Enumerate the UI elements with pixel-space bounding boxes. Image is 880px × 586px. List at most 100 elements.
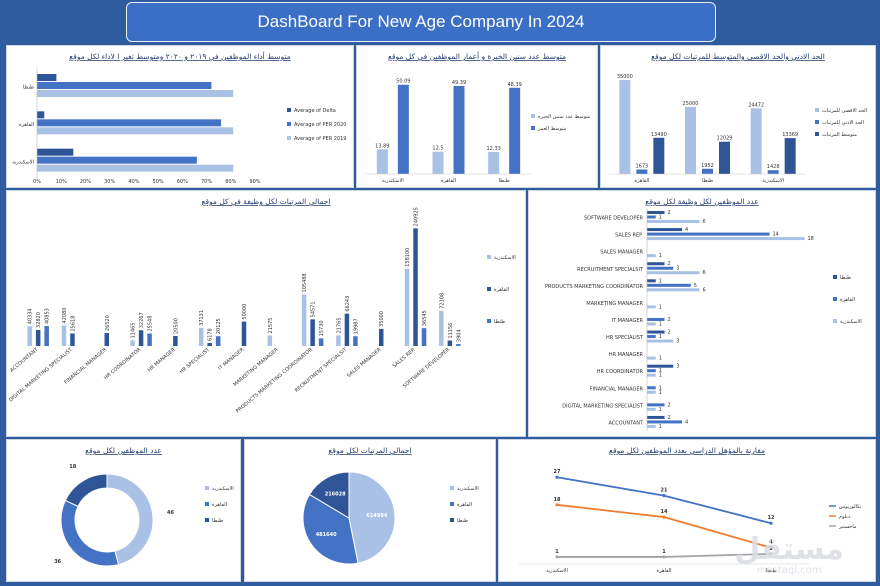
data-label: 25000 — [683, 101, 699, 107]
bar — [653, 137, 665, 174]
chart-title: عدد الموظفين لكل وظيفة لكل موقع — [645, 197, 758, 206]
category-label: طنطا — [499, 178, 510, 184]
bar — [376, 149, 388, 174]
category-label: FINANCIAL MANAGER — [590, 386, 644, 392]
bar — [318, 338, 324, 346]
category-label: الاسكندرية — [12, 159, 34, 165]
category-label: SALES MANAGER — [346, 347, 383, 379]
bar — [647, 283, 691, 287]
bar — [647, 317, 665, 321]
legend-swatch — [287, 136, 291, 140]
data-label: 481640 — [316, 532, 337, 538]
category-label: HR COORDINATOR — [597, 369, 644, 375]
category-label: HR MANAGER — [147, 347, 177, 374]
employees-donut-panel: عدد الموظفين لكل موقع 46 36 18 الاسكندرية الق… — [6, 439, 241, 582]
legend-label: متوسط المرتبات — [822, 132, 857, 138]
bar — [647, 420, 682, 424]
bar — [647, 254, 656, 258]
category-label: DIGITAL MARKETING SPECIALIST — [562, 403, 644, 409]
data-label: 20125 — [216, 318, 222, 334]
category-label: طنطا — [23, 85, 34, 91]
data-label: 54571 — [311, 301, 317, 317]
data-label: 6178 — [208, 328, 214, 341]
category-label: HR MANAGER — [609, 352, 644, 358]
performance-chart-panel: متوسط أداء الموظفين في ٢٠١٩ و ٢٠٢٠ ومتوس… — [6, 45, 354, 188]
data-label: 1 — [659, 390, 662, 396]
data-label: 1 — [659, 253, 662, 259]
data-label: 66243 — [345, 296, 351, 312]
bar — [647, 415, 665, 419]
bar — [647, 335, 656, 339]
bar — [37, 111, 45, 119]
bar — [636, 169, 648, 174]
data-label: 21 — [661, 488, 668, 494]
bar — [147, 333, 152, 346]
x-tick-label: 0% — [33, 179, 41, 185]
watermark-latin: mostaql.com — [756, 565, 822, 576]
data-label: 4 — [685, 227, 688, 233]
legend-label: دبلوم — [839, 514, 850, 520]
legend-label: القاهرة — [494, 287, 509, 293]
category-label: ACCOUNTANT — [608, 420, 643, 426]
data-label: 216028 — [325, 492, 346, 498]
x-tick-label: 30% — [104, 179, 115, 185]
legend-swatch — [531, 126, 535, 130]
bar — [647, 330, 665, 334]
legend-swatch — [205, 502, 209, 506]
data-label: 50000 — [242, 304, 248, 320]
bar — [353, 336, 358, 346]
bar — [37, 90, 234, 97]
bar — [378, 328, 384, 346]
data-point — [662, 515, 666, 519]
category-label: SALES REP. — [392, 347, 418, 370]
data-label: 11465 — [131, 322, 137, 338]
bar — [301, 294, 307, 346]
bar — [421, 328, 427, 346]
data-label: 12 — [768, 515, 775, 521]
bar — [44, 326, 49, 346]
category-label: SALES MANAGER — [600, 250, 643, 256]
x-tick-label: 20% — [80, 179, 91, 185]
salary-range-chart: الحد الادني والحد الاقصى والمتوسط للمرتب… — [609, 52, 867, 184]
bar — [198, 327, 204, 346]
data-label: 49.39 — [452, 80, 466, 86]
bar — [647, 356, 656, 360]
data-label: 32820 — [36, 312, 42, 328]
bar — [647, 407, 656, 411]
job-count-chart: عدد الموظفين لكل وظيفة لكل موقع SOFTWARE … — [545, 197, 862, 431]
bar — [27, 326, 32, 346]
legend-label: Average of Delta — [294, 108, 336, 114]
chart-title: متوسط أداء الموظفين في ٢٠١٩ و ٢٠٢٠ ومتوس… — [69, 51, 290, 61]
data-label: 4 — [685, 419, 688, 425]
legend-label: القاهرة — [212, 502, 227, 508]
legend-label: القاهرة — [840, 297, 855, 303]
data-label: 40334 — [28, 308, 34, 324]
data-label: 72108 — [439, 293, 445, 309]
legend-swatch — [205, 518, 209, 522]
category-label: MARKETING MANAGER — [586, 301, 643, 307]
watermark-arabic: مستقل — [734, 532, 844, 567]
bar — [447, 340, 453, 346]
data-label: 1 — [662, 549, 666, 555]
data-label: 1 — [659, 215, 662, 221]
data-point — [555, 555, 559, 559]
category-label: طنطا — [702, 178, 713, 184]
legend-label: طنطا — [494, 319, 505, 325]
data-label: 14 — [661, 509, 668, 515]
data-label: 32267 — [139, 312, 145, 328]
data-label: 35000 — [617, 74, 633, 80]
data-point — [662, 555, 666, 559]
data-point — [769, 521, 773, 525]
data-label: 6 — [703, 219, 706, 225]
bar — [647, 424, 656, 428]
salary-pie-panel: اجمالي المرتبات لكل موقع 614994 481640 2160… — [244, 439, 496, 582]
bar — [647, 364, 674, 368]
data-label: 105488 — [302, 273, 308, 292]
data-label: 12.5 — [432, 146, 443, 152]
bar — [336, 335, 341, 346]
bar — [647, 228, 682, 232]
category-label: الاسكندرية — [382, 178, 404, 184]
category-label: HR SPECIALIST — [606, 335, 644, 341]
category-label: القاهرة — [441, 178, 456, 184]
bar — [647, 266, 674, 270]
